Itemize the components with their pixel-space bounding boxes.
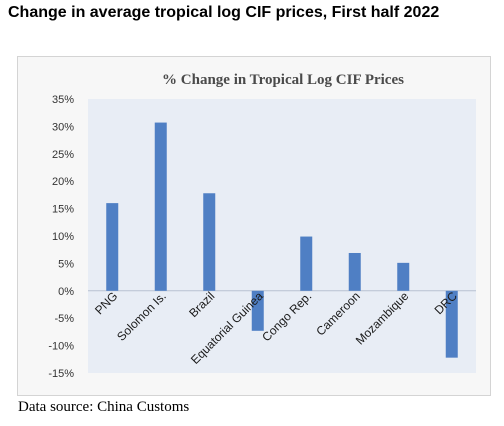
y-tick-label: -15% (48, 368, 74, 380)
bar (154, 122, 167, 291)
y-tick-label: -5% (54, 313, 74, 325)
page-heading: Change in average tropical log CIF price… (8, 4, 440, 21)
chart-title: % Change in Tropical Log CIF Prices (162, 72, 404, 88)
bar (106, 203, 119, 291)
bar (300, 236, 313, 291)
bar (348, 252, 361, 291)
y-tick-label: 20% (52, 176, 74, 188)
bar (397, 262, 410, 291)
plot-area (88, 99, 476, 373)
bar-chart: % Change in Tropical Log CIF Prices 35% 3… (48, 72, 476, 380)
y-tick-label: 10% (52, 231, 74, 243)
y-tick-label: 30% (52, 121, 74, 133)
y-tick-label: -10% (48, 341, 74, 353)
bar (203, 193, 216, 291)
y-tick-label: 0% (58, 286, 74, 298)
bar (251, 290, 264, 331)
data-source-note: Data source: China Customs (18, 399, 190, 415)
chart-frame: % Change in Tropical Log CIF Prices 35% 3… (17, 56, 491, 396)
y-tick-label: 25% (52, 149, 74, 161)
y-tick-label: 5% (58, 258, 74, 270)
y-tick-label: 15% (52, 204, 74, 216)
y-tick-label: 35% (52, 94, 74, 106)
bar (445, 290, 458, 358)
